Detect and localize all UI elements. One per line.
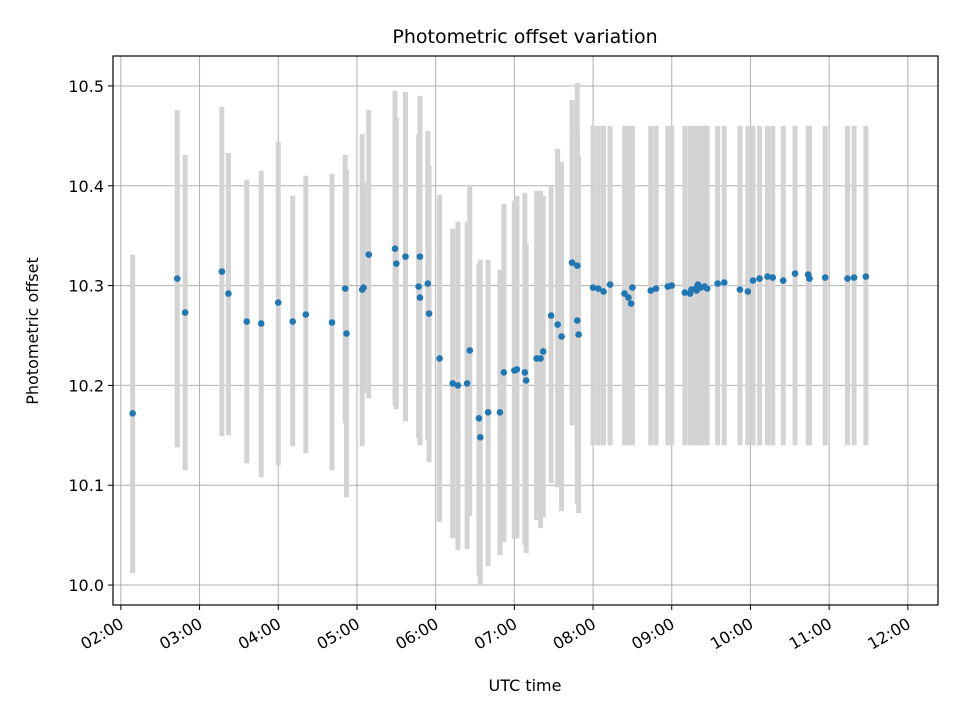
data-point — [554, 321, 561, 328]
y-tick-label: 10.5 — [68, 77, 104, 96]
data-point — [225, 290, 232, 297]
data-point — [415, 283, 422, 290]
data-point — [218, 268, 226, 275]
data-point — [647, 287, 655, 294]
data-point — [365, 251, 373, 258]
data-point — [625, 294, 632, 301]
data-point — [416, 253, 424, 260]
data-point — [466, 347, 474, 354]
data-point — [547, 312, 555, 319]
data-point — [606, 281, 614, 288]
data-point — [764, 273, 771, 280]
data-point — [575, 331, 582, 338]
data-point — [574, 317, 581, 324]
data-point — [568, 259, 576, 266]
data-point — [173, 275, 181, 282]
data-point — [513, 366, 521, 373]
data-point — [749, 277, 757, 284]
data-point — [129, 410, 136, 417]
data-point — [341, 285, 349, 292]
axes-frame — [112, 55, 939, 606]
data-point — [463, 380, 471, 387]
x-axis-label: UTC time — [489, 676, 562, 695]
data-point — [360, 284, 367, 291]
data-point — [850, 274, 858, 281]
y-axis-label: Photometric offset — [23, 257, 42, 405]
data-point — [558, 333, 565, 340]
data-point — [744, 288, 752, 295]
y-tick-label: 10.1 — [68, 476, 104, 495]
data-point — [475, 415, 483, 422]
data-point — [476, 434, 484, 441]
data-point — [537, 355, 544, 362]
y-axis-ticks: 10.0 10.1 10.2 10.3 10.4 10.5 — [68, 77, 113, 595]
data-point — [594, 285, 602, 292]
data-point — [756, 275, 763, 282]
chart-title: Photometric offset variation — [392, 26, 657, 48]
data-point — [328, 319, 336, 326]
data-point — [703, 285, 711, 292]
data-point — [522, 377, 530, 384]
data-point — [496, 409, 504, 416]
data-point — [449, 380, 457, 387]
data-point — [769, 274, 777, 281]
data-point — [862, 273, 870, 280]
y-tick-label: 10.3 — [68, 277, 104, 296]
data-points — [129, 245, 870, 441]
data-point — [274, 299, 282, 306]
data-point — [425, 310, 433, 317]
data-point — [402, 253, 409, 260]
data-point — [589, 284, 597, 291]
data-point — [243, 318, 251, 325]
data-point — [600, 288, 607, 295]
data-point — [302, 311, 310, 318]
data-point — [736, 286, 744, 293]
y-tick-label: 10.4 — [68, 177, 104, 196]
data-point — [652, 285, 660, 292]
data-point — [181, 309, 189, 316]
data-point — [574, 262, 581, 269]
data-point — [343, 330, 350, 337]
data-point — [627, 300, 635, 307]
y-tick-label: 10.0 — [68, 576, 104, 595]
data-point — [720, 279, 728, 286]
data-point — [416, 294, 424, 301]
data-point — [629, 284, 636, 291]
data-point — [681, 289, 689, 296]
data-point — [289, 318, 296, 325]
data-point — [257, 320, 265, 327]
data-point — [539, 348, 547, 355]
data-point — [436, 355, 443, 362]
data-point — [500, 369, 508, 376]
data-point — [521, 369, 529, 376]
data-point — [668, 282, 676, 289]
data-point — [484, 409, 492, 416]
data-point — [791, 270, 799, 277]
data-point — [821, 274, 829, 281]
data-point — [424, 280, 432, 287]
data-point — [391, 245, 399, 252]
data-point — [779, 277, 787, 284]
data-point — [844, 275, 851, 282]
data-point — [688, 286, 695, 293]
data-point — [454, 382, 462, 389]
y-tick-label: 10.2 — [68, 376, 104, 395]
data-point — [393, 260, 400, 267]
data-point — [714, 280, 721, 287]
data-point — [806, 275, 813, 282]
